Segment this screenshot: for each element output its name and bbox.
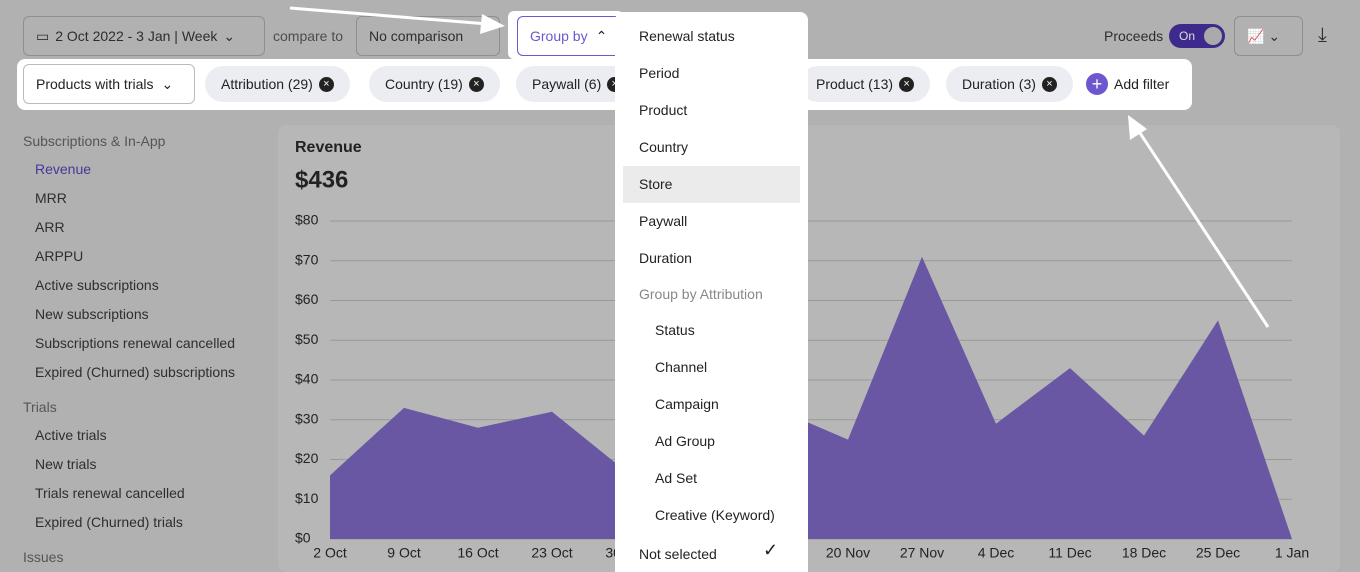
menu-item[interactable]: Paywall <box>623 203 800 240</box>
compare-label: compare to <box>273 28 344 44</box>
menu-item[interactable]: Duration <box>623 240 800 277</box>
chip-text: Attribution (29) <box>221 76 313 92</box>
group-by-button[interactable]: Group by ⌃ <box>517 16 623 56</box>
menu-sub-item[interactable]: Campaign <box>655 396 719 412</box>
y-tick-label: $0 <box>295 530 311 546</box>
menu-item[interactable]: Period <box>623 55 800 92</box>
menu-sub-item[interactable]: Ad Group <box>655 433 715 449</box>
menu-item[interactable]: Renewal status <box>623 18 800 55</box>
sidebar-item[interactable]: MRR <box>35 190 67 206</box>
menu-group-title: Group by Attribution <box>639 286 763 302</box>
chip-text: Paywall (6) <box>532 76 602 92</box>
sidebar-item[interactable]: Subscriptions renewal cancelled <box>35 335 235 351</box>
checkmark: ✓ <box>763 540 779 560</box>
x-tick-label: 11 Dec <box>1048 545 1091 561</box>
x-tick-label: 4 Dec <box>978 545 1015 561</box>
product-filter-text: Products with trials <box>36 76 154 92</box>
product-filter[interactable]: Products with trials ⌄ <box>23 64 195 104</box>
sidebar-item[interactable]: New subscriptions <box>35 306 149 322</box>
menu-item-text: Product <box>639 102 688 118</box>
remove-chip[interactable]: × <box>899 76 915 92</box>
add-filter[interactable]: Add filter <box>1114 76 1170 92</box>
x-tick-label: 2 Oct <box>313 545 347 561</box>
menu-item[interactable]: Store <box>623 166 800 203</box>
menu-selected[interactable]: Not selected <box>639 546 717 562</box>
add-icon[interactable]: + <box>1086 73 1108 95</box>
y-tick-label: $30 <box>295 410 319 426</box>
x-tick-label: 23 Oct <box>531 545 572 561</box>
sidebar-section: Subscriptions & In-App <box>23 133 166 149</box>
menu-item-text: Period <box>639 65 680 81</box>
sidebar-item[interactable]: Revenue <box>35 161 92 177</box>
chip-text: Country (19) <box>385 76 463 92</box>
menu-item-text: Country <box>639 139 689 155</box>
sidebar-item[interactable]: ARR <box>35 219 65 235</box>
y-tick-label: $40 <box>295 371 319 387</box>
x-tick-label: 16 Oct <box>457 545 498 561</box>
menu-item-text: Duration <box>639 250 692 266</box>
filter-chip[interactable]: Country (19) × <box>369 66 500 102</box>
sidebar-item[interactable]: Active trials <box>35 427 107 443</box>
proceeds-toggle[interactable]: On <box>1169 24 1225 48</box>
remove-chip[interactable]: × <box>318 76 334 92</box>
x-tick-label: 25 Dec <box>1196 545 1240 561</box>
comparison-text: No comparison <box>369 28 464 44</box>
menu-sub-item[interactable]: Ad Set <box>655 470 698 486</box>
remove-chip[interactable]: × <box>1041 76 1057 92</box>
y-tick-label: $60 <box>295 291 319 307</box>
group-by-text: Group by <box>530 28 588 44</box>
area <box>330 256 1292 539</box>
menu-item[interactable]: Product <box>623 92 800 129</box>
filter-chip[interactable]: Attribution (29) × <box>205 66 350 102</box>
chip-text: Product (13) <box>816 76 894 92</box>
proceeds-label: Proceeds <box>1104 28 1164 44</box>
y-tick-label: $80 <box>295 212 319 228</box>
menu-item-text: Store <box>639 176 673 192</box>
menu-item[interactable]: Country <box>623 129 800 166</box>
y-tick-label: $50 <box>295 331 319 347</box>
toggle-text: On <box>1179 29 1196 43</box>
sidebar-item[interactable]: ARPPU <box>35 248 84 264</box>
x-tick-label: 18 Dec <box>1122 545 1166 561</box>
chart-total: $436 <box>295 166 348 193</box>
remove-chip[interactable]: × <box>468 76 484 92</box>
sidebar-item[interactable]: Active subscriptions <box>35 277 159 293</box>
sidebar-section: Issues <box>23 549 64 565</box>
sidebar-item[interactable]: Expired (Churned) subscriptions <box>35 364 235 380</box>
filter-chip[interactable]: Duration (3) × <box>946 66 1073 102</box>
x-tick-label: 1 Jan <box>1275 545 1309 561</box>
y-tick-label: $70 <box>295 251 319 267</box>
menu-item-text: Paywall <box>639 213 688 229</box>
menu-item-text: Renewal status <box>639 28 735 44</box>
chart-type-button[interactable]: 📈 ⌄ <box>1234 16 1303 56</box>
x-tick-label: 20 Nov <box>826 545 870 561</box>
date-range[interactable]: ▭ 2 Oct 2022 - 3 Jan | Week ⌄ <box>23 16 265 56</box>
chip-text: Duration (3) <box>962 76 1036 92</box>
sidebar-section: Trials <box>23 399 57 415</box>
y-tick-label: $20 <box>295 450 319 466</box>
sidebar-item[interactable]: Expired (Churned) trials <box>35 514 183 530</box>
x-tick-label: 27 Nov <box>900 545 944 561</box>
chart-title: Revenue <box>295 139 362 156</box>
y-tick-label: $10 <box>295 490 319 506</box>
menu-sub-item[interactable]: Channel <box>655 359 708 375</box>
download-button[interactable]: ⤓ <box>1318 24 1327 46</box>
menu-sub-item[interactable]: Creative (Keyword) <box>655 507 775 523</box>
group-by-menu: Renewal status Period Product Country Store P… <box>615 12 808 572</box>
filter-chip[interactable]: Product (13) × <box>800 66 931 102</box>
date-range-text: 2 Oct 2022 - 3 Jan | Week <box>55 28 218 44</box>
x-tick-label: 9 Oct <box>387 545 421 561</box>
sidebar-item[interactable]: New trials <box>35 456 97 472</box>
sidebar-item[interactable]: Trials renewal cancelled <box>35 485 185 501</box>
menu-sub-item[interactable]: Status <box>655 322 695 338</box>
